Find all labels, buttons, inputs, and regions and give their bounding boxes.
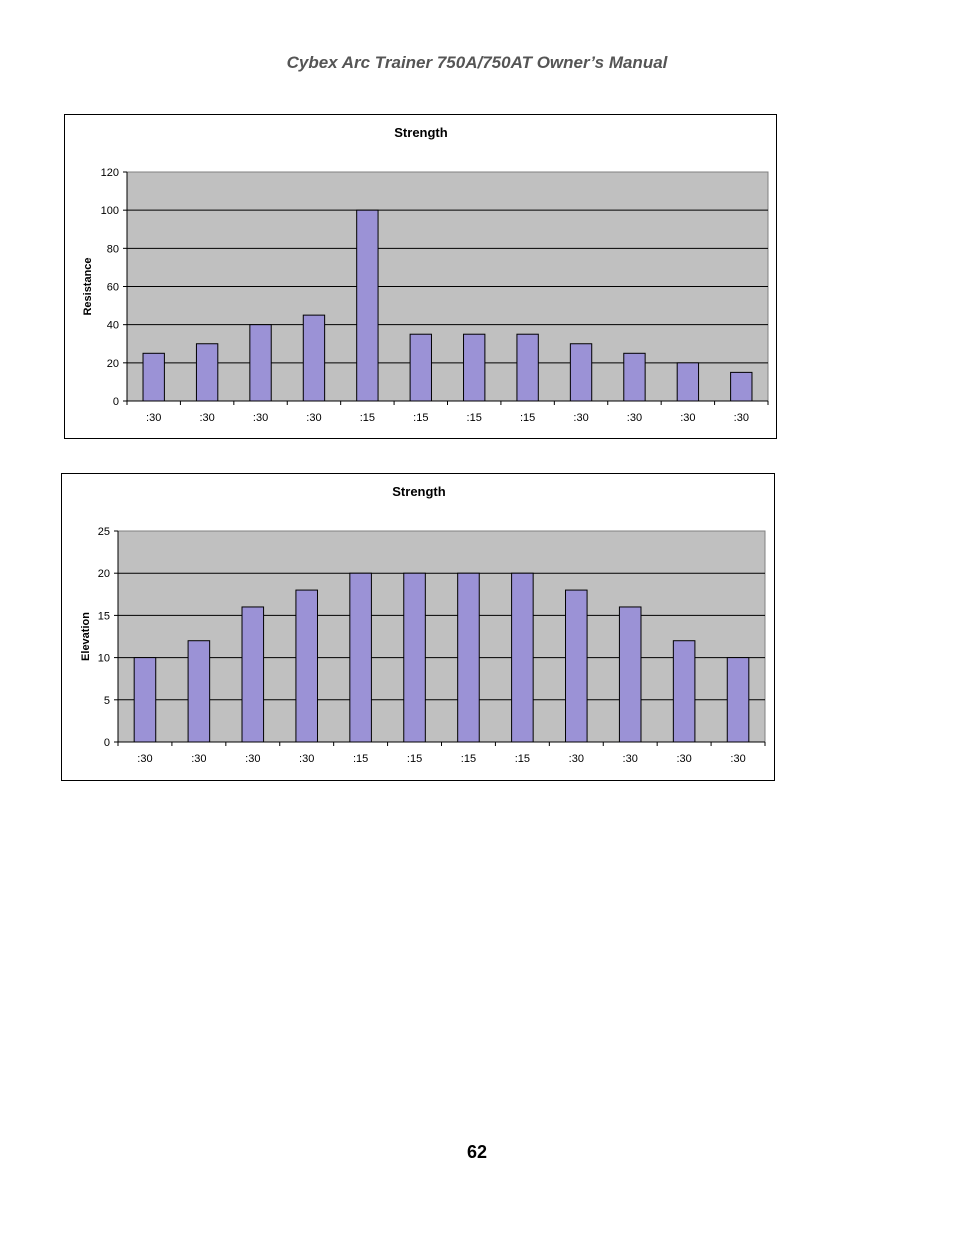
bar xyxy=(195,343,219,402)
x-tick-label: :30 xyxy=(676,753,691,765)
bar xyxy=(349,572,372,743)
bar xyxy=(457,572,480,743)
x-tick-label: :30 xyxy=(306,412,321,424)
y-tick-label: 0 xyxy=(113,396,119,408)
bar xyxy=(730,371,753,402)
bar xyxy=(295,589,318,743)
plot-area xyxy=(117,530,766,743)
bar xyxy=(463,333,486,402)
y-tick-label: 0 xyxy=(104,737,110,749)
x-tick-label: :30 xyxy=(573,412,588,424)
x-tick-label: :15 xyxy=(515,753,530,765)
y-tick-label: 20 xyxy=(107,358,119,370)
bar xyxy=(133,657,157,743)
bar xyxy=(187,640,211,743)
y-tick-label: 120 xyxy=(101,167,119,179)
bar xyxy=(302,314,326,402)
y-tick-label: 80 xyxy=(107,243,119,255)
bar xyxy=(676,362,700,402)
elevation-chart-svg: Strength 0 5 10 15 20 25 Elevation :30 :30 :30 :30:… xyxy=(80,484,766,765)
bar xyxy=(726,657,750,743)
bar xyxy=(511,572,534,743)
elevation-chart: Strength 0 5 10 15 20 25 Elevation :30 :30 :30 :30:… xyxy=(61,473,775,781)
bar xyxy=(672,640,696,743)
x-tick-label: :15 xyxy=(461,753,476,765)
x-tick-label: :30 xyxy=(680,412,695,424)
x-tick-label: :30 xyxy=(734,412,749,424)
x-tick-label: :30 xyxy=(569,753,584,765)
y-tick-label: 5 xyxy=(104,695,110,707)
y-tick-label: 40 xyxy=(107,320,119,332)
x-tick-label: :30 xyxy=(146,412,161,424)
bar xyxy=(356,209,379,402)
bar xyxy=(142,352,165,402)
y-tick-label: 10 xyxy=(98,653,110,665)
bar xyxy=(409,333,432,402)
bar xyxy=(249,324,272,402)
x-tick-label: :15 xyxy=(413,412,428,424)
y-tick-label: 60 xyxy=(107,282,119,294)
x-tick-label: :15 xyxy=(353,753,368,765)
x-tick-label: :30 xyxy=(245,753,260,765)
bar xyxy=(241,606,265,743)
x-tick-label: :30 xyxy=(627,412,642,424)
x-tick-label: :30 xyxy=(137,753,152,765)
y-tick-label: 20 xyxy=(98,568,110,580)
chart-title: Strength xyxy=(394,125,448,140)
bar xyxy=(618,606,642,743)
y-tick-label: 15 xyxy=(98,610,110,622)
bar xyxy=(516,333,539,402)
resistance-chart-svg: Strength 0 20 40 60 80 100 120 Resistance :30 :30:… xyxy=(82,125,769,424)
bar xyxy=(565,589,588,743)
x-tick-label: :30 xyxy=(191,753,206,765)
x-tick-label: :30 xyxy=(730,753,745,765)
y-axis-label: Elevation xyxy=(80,612,92,661)
bar xyxy=(403,572,426,743)
page-number: 62 xyxy=(466,1142,488,1162)
x-tick-label: :15 xyxy=(407,753,422,765)
x-tick-label: :15 xyxy=(467,412,482,424)
x-tick-label: :30 xyxy=(299,753,314,765)
bar xyxy=(569,343,593,402)
x-tick-label: :30 xyxy=(623,753,638,765)
x-tick-label: :15 xyxy=(520,412,535,424)
y-tick-label: 100 xyxy=(101,205,119,217)
x-tick-label: :15 xyxy=(360,412,375,424)
page-header: Cybex Arc Trainer 750A/750AT Owner’s Man… xyxy=(286,53,668,72)
x-tick-label: :30 xyxy=(253,412,268,424)
resistance-chart: Strength 0 20 40 60 80 100 120 Resistance :30 :30:… xyxy=(64,114,777,439)
chart-title: Strength xyxy=(392,484,446,499)
bar xyxy=(623,352,646,402)
y-axis-label: Resistance xyxy=(82,257,94,315)
x-tick-label: :30 xyxy=(199,412,214,424)
y-tick-label: 25 xyxy=(98,526,110,538)
